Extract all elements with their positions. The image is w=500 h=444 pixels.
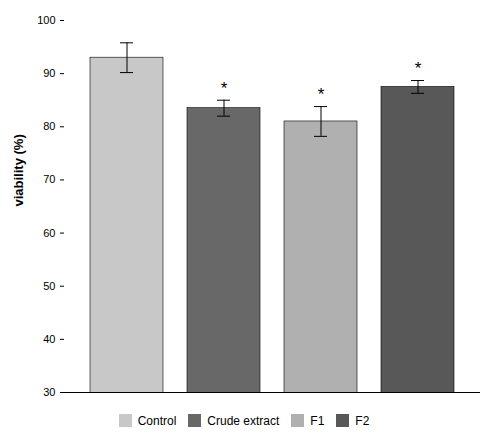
svg-text:*: * — [318, 85, 325, 104]
svg-text:90: 90 — [43, 67, 55, 79]
svg-text:80: 80 — [43, 120, 55, 132]
svg-text:60: 60 — [43, 227, 55, 239]
svg-text:50: 50 — [43, 280, 55, 292]
html-text:Crude extract: Crude extract — [207, 413, 280, 428]
svg-text:100: 100 — [37, 14, 55, 26]
svg-text:40: 40 — [43, 333, 55, 345]
svg-text:*: * — [415, 59, 422, 78]
svg-text:70: 70 — [43, 173, 55, 185]
svg-text:*: * — [221, 79, 228, 98]
svg-text:viability (%): viability (%) — [11, 134, 26, 206]
html-text:Control: Control — [137, 413, 177, 428]
svg-text:30: 30 — [43, 386, 55, 398]
html-text:F2: F2 — [355, 413, 370, 428]
html-text:F1: F1 — [310, 413, 325, 428]
